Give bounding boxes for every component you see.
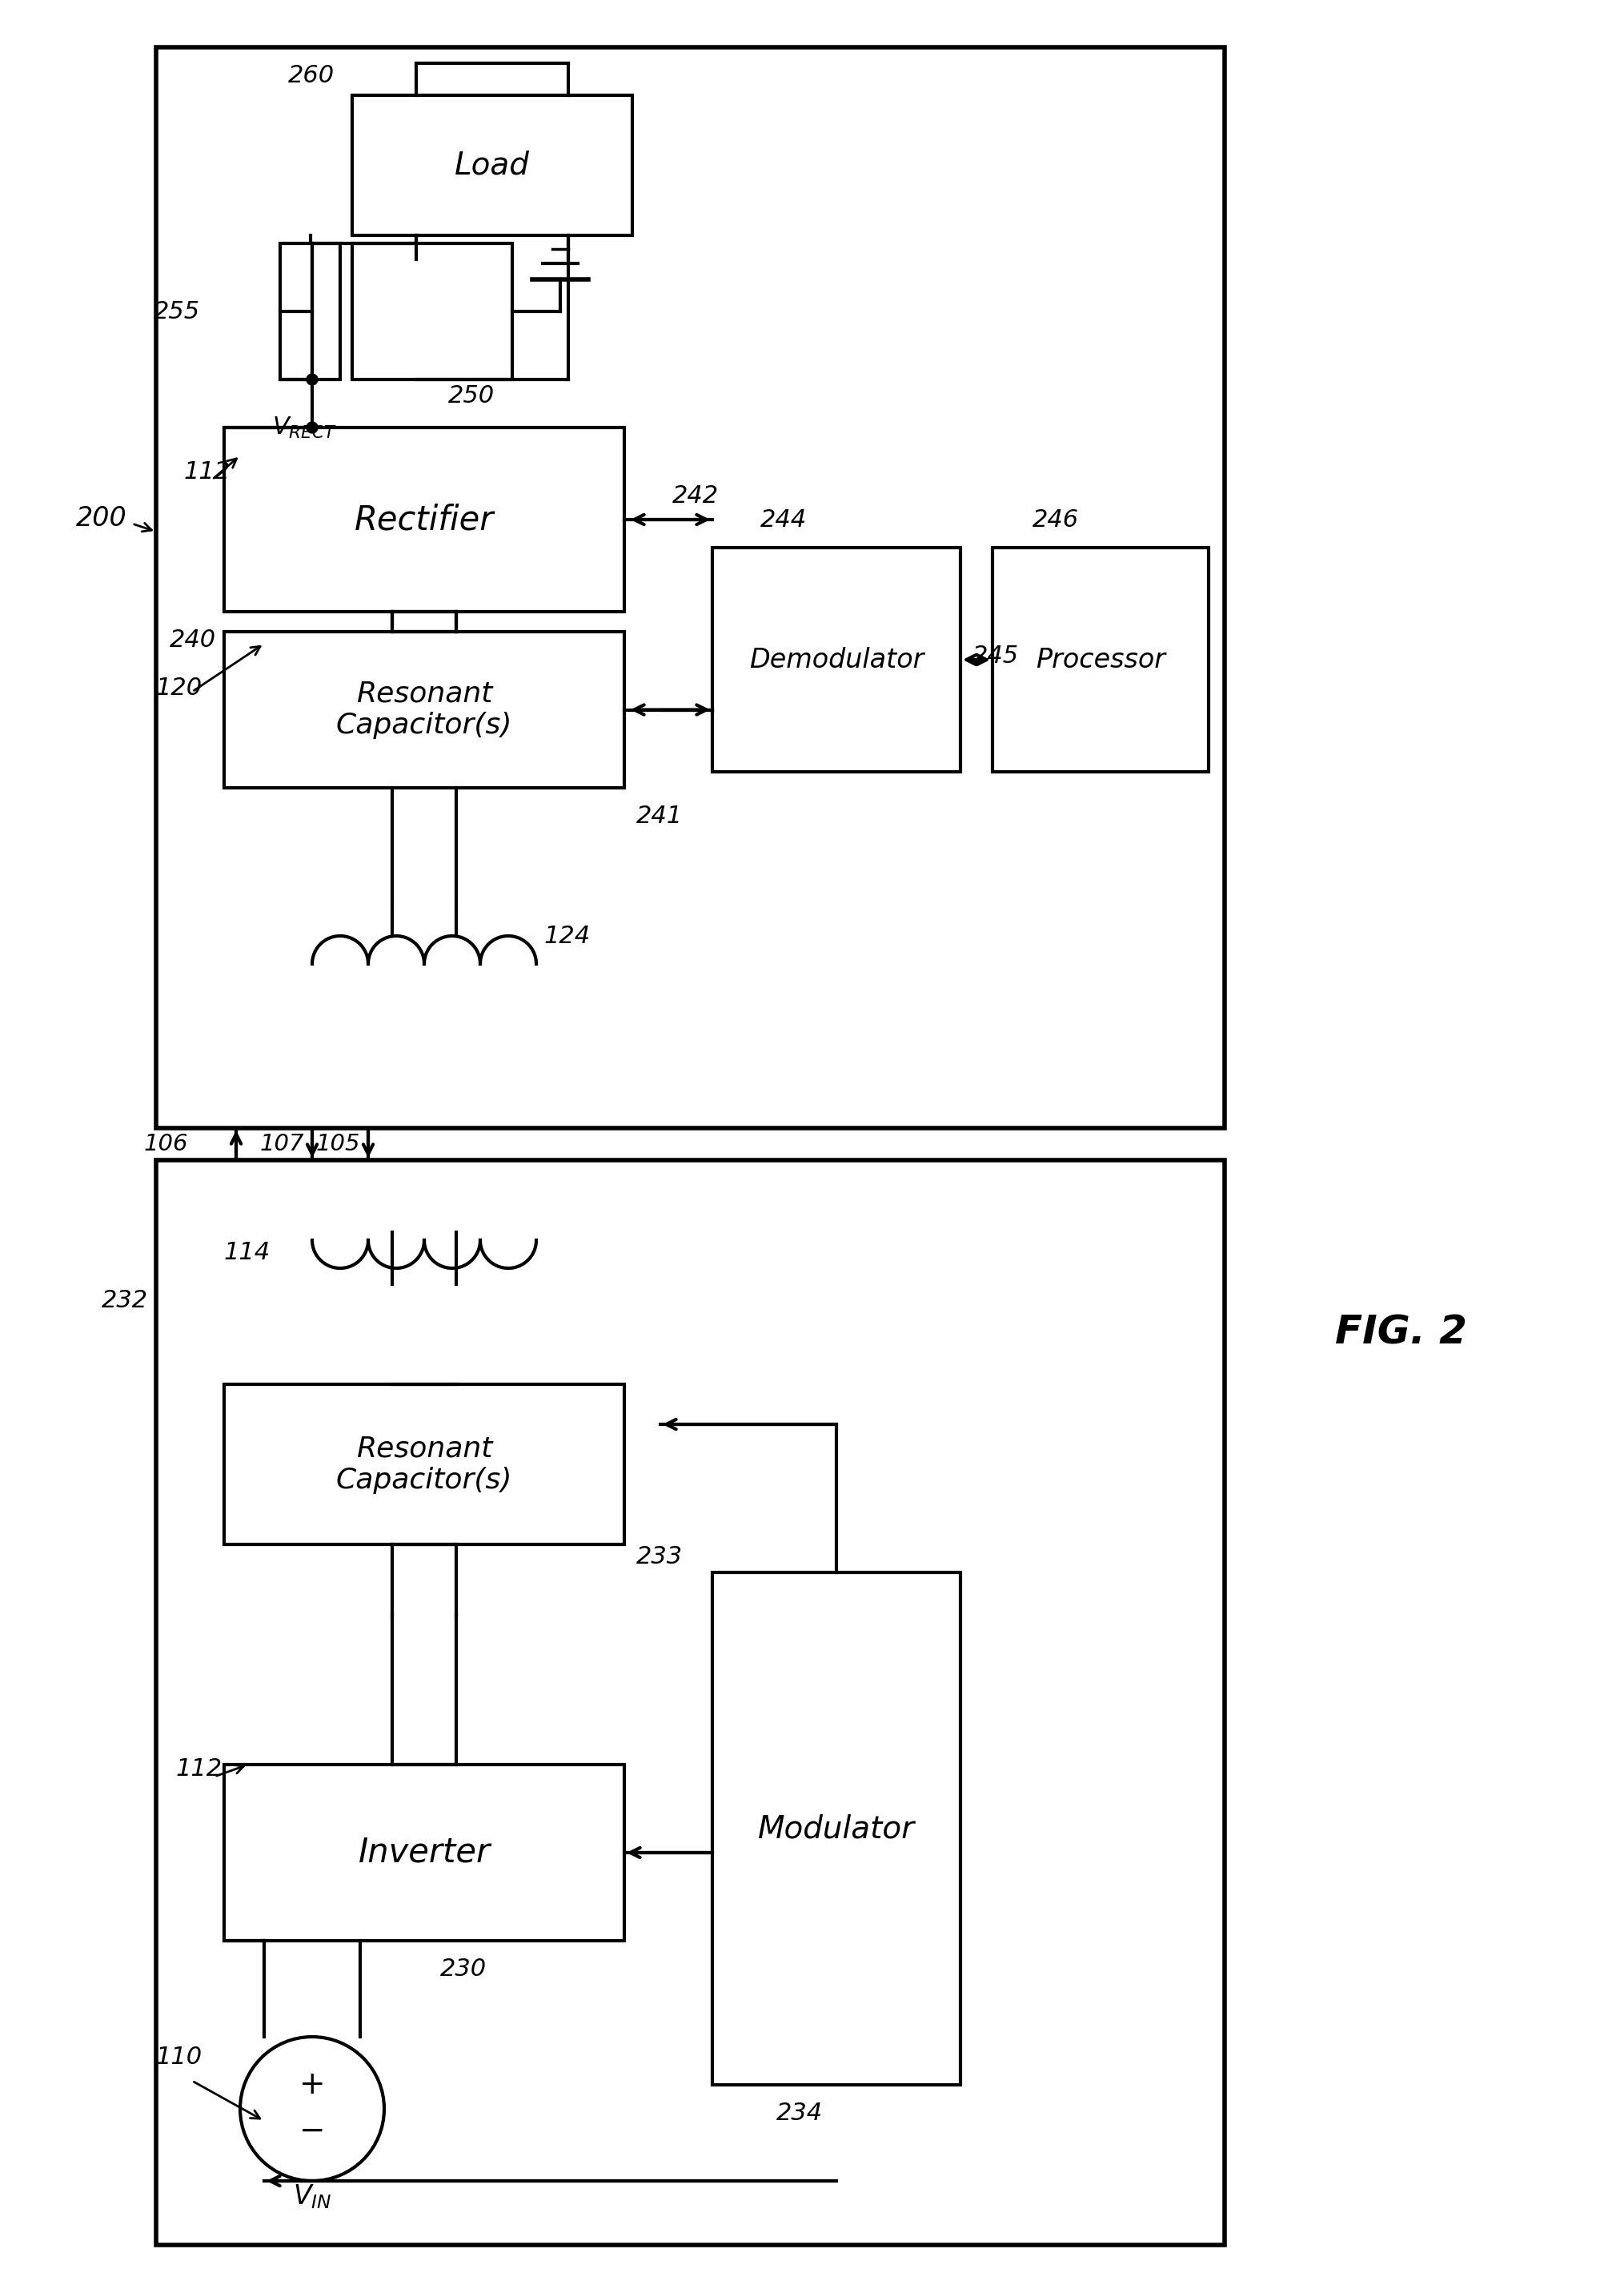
Text: 240: 240: [169, 628, 216, 651]
Text: 114: 114: [224, 1241, 271, 1263]
Text: 233: 233: [637, 1545, 682, 1568]
Text: 120: 120: [156, 676, 203, 699]
Text: 112: 112: [184, 461, 231, 484]
Text: $V_{RECT}$: $V_{RECT}$: [273, 415, 336, 440]
Text: 124: 124: [544, 924, 591, 947]
Text: 244: 244: [760, 509, 807, 532]
Text: Rectifier: Rectifier: [354, 502, 494, 537]
Bar: [352, 243, 512, 381]
Bar: [713, 1573, 960, 2084]
Text: 245: 245: [973, 644, 1018, 667]
Text: Load: Load: [455, 149, 529, 181]
Text: FIG. 2: FIG. 2: [1335, 1314, 1466, 1351]
Text: 250: 250: [448, 385, 495, 408]
Bar: [224, 1766, 624, 1940]
Bar: [188, 624, 661, 908]
Bar: [156, 48, 1224, 1128]
Bar: [352, 96, 632, 236]
Circle shape: [307, 374, 318, 385]
Bar: [188, 1231, 661, 1617]
Text: Resonant
Capacitor(s): Resonant Capacitor(s): [336, 681, 513, 738]
Text: 260: 260: [287, 64, 335, 87]
Text: 241: 241: [637, 805, 682, 828]
Text: 232: 232: [102, 1289, 148, 1312]
Text: 230: 230: [440, 1958, 487, 1981]
Text: Inverter: Inverter: [359, 1837, 490, 1869]
Text: 112: 112: [175, 1756, 222, 1782]
Bar: [224, 1385, 624, 1545]
Text: +: +: [299, 2071, 325, 2100]
Text: 255: 255: [154, 300, 200, 323]
Bar: [992, 548, 1208, 773]
Text: 234: 234: [776, 2103, 823, 2126]
Text: 105: 105: [315, 1133, 361, 1156]
Text: Modulator: Modulator: [758, 1814, 914, 1844]
Text: −: −: [299, 2116, 325, 2146]
Text: 246: 246: [1033, 509, 1078, 532]
Text: Demodulator: Demodulator: [749, 647, 924, 672]
Bar: [713, 548, 960, 773]
Text: Processor: Processor: [1036, 647, 1166, 672]
Text: $V_{IN}$: $V_{IN}$: [292, 2183, 331, 2210]
Text: 200: 200: [76, 504, 127, 532]
Bar: [224, 631, 624, 789]
Bar: [279, 243, 339, 381]
Circle shape: [307, 422, 318, 433]
Text: Resonant
Capacitor(s): Resonant Capacitor(s): [336, 1435, 513, 1493]
Text: 110: 110: [156, 2045, 203, 2068]
Bar: [156, 1160, 1224, 2245]
Text: 242: 242: [672, 484, 719, 507]
Text: 106: 106: [143, 1133, 188, 1156]
Text: 107: 107: [260, 1133, 304, 1156]
Bar: [224, 426, 624, 612]
